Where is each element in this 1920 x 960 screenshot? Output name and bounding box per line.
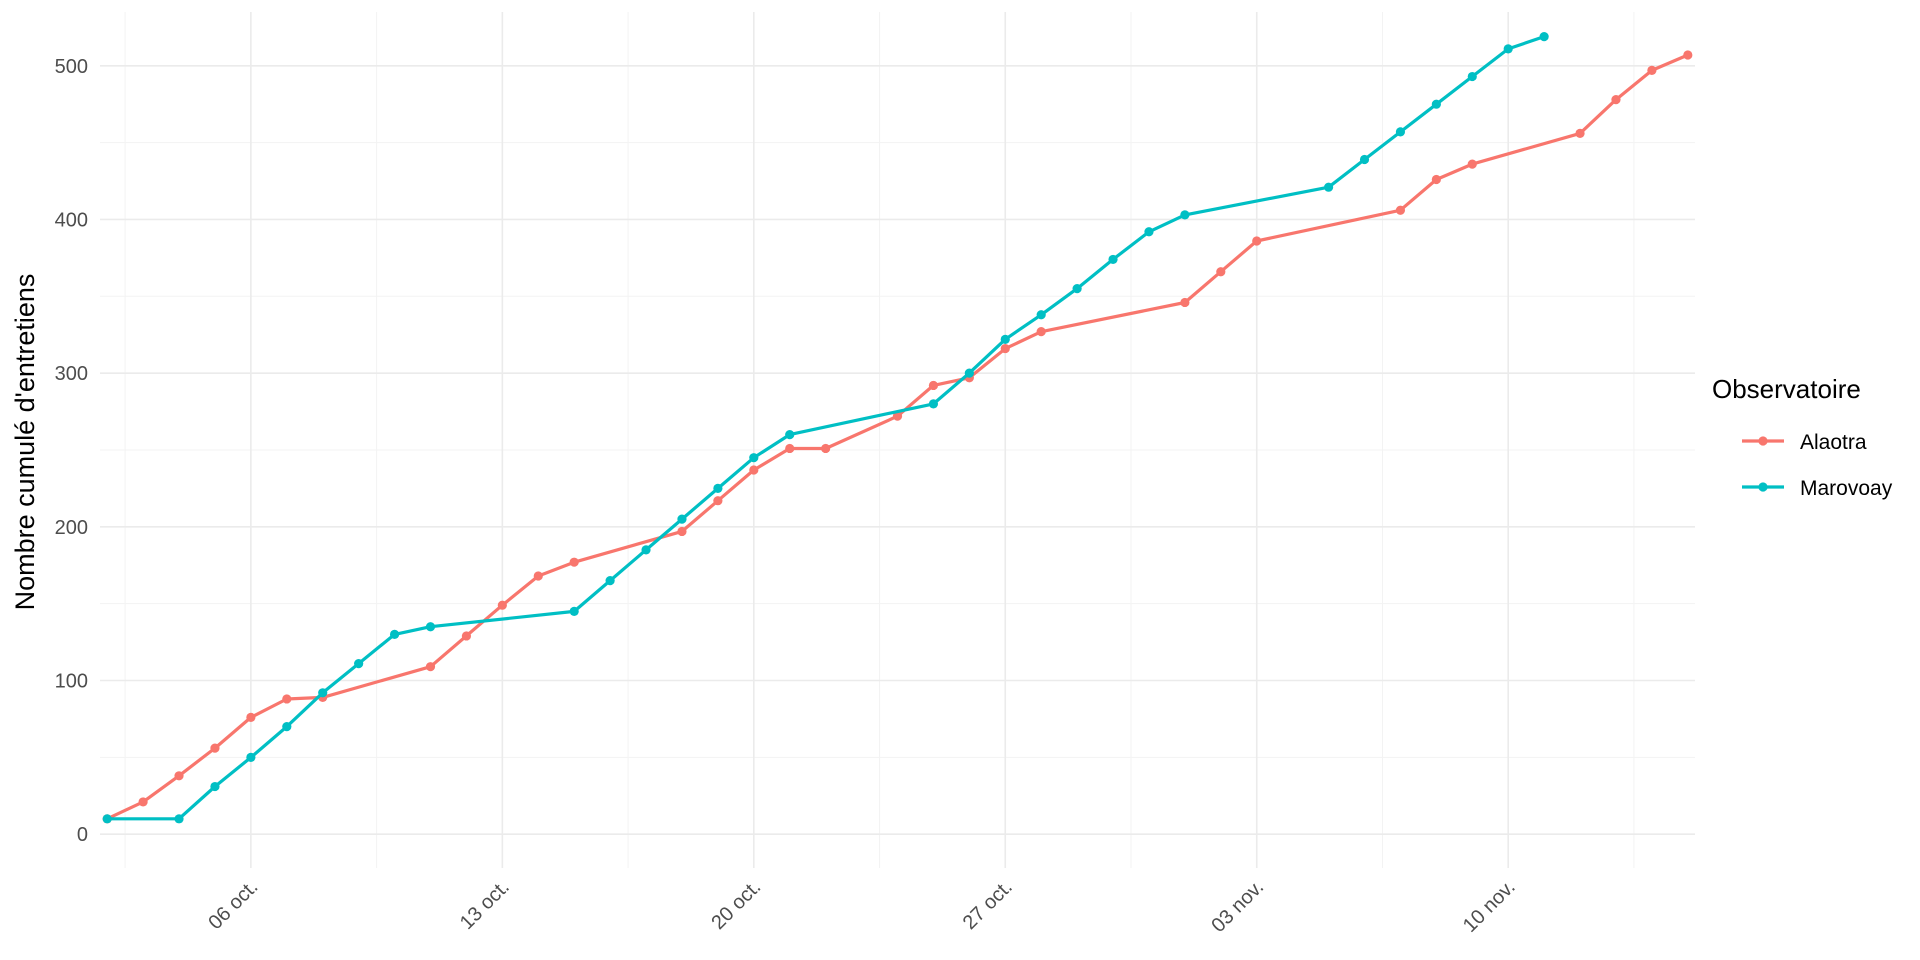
data-point-marovoay xyxy=(1072,284,1082,294)
data-point-alaotra xyxy=(821,443,831,454)
data-point-alaotra xyxy=(569,557,579,567)
y-tick-label: 200 xyxy=(55,517,88,539)
data-point-marovoay xyxy=(1036,310,1046,320)
grid-minor xyxy=(100,12,1695,868)
data-point-alaotra xyxy=(892,411,903,421)
data-point-alaotra xyxy=(1683,50,1693,60)
data-point-marovoay xyxy=(785,430,795,440)
data-point-marovoay xyxy=(389,629,400,640)
data-point-marovoay xyxy=(1359,154,1370,165)
data-point-marovoay xyxy=(964,368,974,378)
data-point-alaotra xyxy=(677,526,687,537)
data-point-marovoay xyxy=(1108,254,1118,265)
data-point-alaotra xyxy=(1467,159,1477,169)
data-point-alaotra xyxy=(1252,236,1262,246)
data-point-alaotra xyxy=(1647,65,1657,75)
data-point-marovoay xyxy=(1503,44,1513,54)
data-point-marovoay xyxy=(1323,182,1334,192)
data-point-alaotra xyxy=(1180,297,1190,308)
data-point-marovoay xyxy=(174,814,184,824)
data-point-marovoay xyxy=(1467,71,1477,82)
data-point-alaotra xyxy=(210,743,220,753)
data-point-marovoay xyxy=(1180,210,1190,220)
legend-title: Observatoire xyxy=(1712,374,1861,404)
y-tick-label: 100 xyxy=(55,671,88,693)
data-point-marovoay xyxy=(677,514,687,524)
data-point-marovoay xyxy=(605,576,615,586)
data-point-alaotra xyxy=(1575,128,1585,139)
data-point-alaotra xyxy=(713,496,723,506)
data-point-alaotra xyxy=(1036,327,1046,337)
data-point-marovoay xyxy=(569,606,579,616)
data-point-marovoay xyxy=(102,814,112,824)
series-layer xyxy=(102,31,1693,824)
legend-key-point-alaotra xyxy=(1758,436,1768,446)
data-point-marovoay xyxy=(641,545,651,555)
data-point-alaotra xyxy=(282,694,292,704)
data-point-marovoay xyxy=(246,752,256,762)
y-tick-label: 500 xyxy=(55,56,88,78)
data-point-alaotra xyxy=(138,797,148,807)
data-point-marovoay xyxy=(928,399,939,409)
data-point-marovoay xyxy=(1395,127,1406,137)
data-point-alaotra xyxy=(533,571,543,581)
data-point-marovoay xyxy=(318,688,328,698)
data-point-marovoay xyxy=(1000,334,1010,344)
y-tick-label: 0 xyxy=(77,824,88,846)
data-point-marovoay xyxy=(210,781,220,792)
data-point-alaotra xyxy=(1611,94,1621,105)
data-point-marovoay xyxy=(354,659,364,669)
y-tick-label: 400 xyxy=(55,209,88,231)
data-point-alaotra xyxy=(1000,343,1010,354)
data-point-marovoay xyxy=(1539,31,1549,42)
data-point-alaotra xyxy=(425,662,436,672)
series-line-alaotra xyxy=(105,53,1690,821)
legend-label-marovoay: Marovoay xyxy=(1800,477,1893,500)
data-point-marovoay xyxy=(1431,99,1441,109)
data-point-alaotra xyxy=(1216,267,1226,277)
data-point-alaotra xyxy=(246,712,256,722)
data-point-alaotra xyxy=(461,631,472,641)
data-point-alaotra xyxy=(749,465,759,475)
data-point-alaotra xyxy=(1395,205,1406,215)
data-point-alaotra xyxy=(785,443,795,454)
data-point-marovoay xyxy=(1144,227,1154,237)
data-point-alaotra xyxy=(497,600,507,610)
data-point-alaotra xyxy=(928,380,939,391)
legend-items: Alaotra Marovoay xyxy=(1742,431,1893,500)
y-tick-labels: 0 100 200 300 400 500 xyxy=(55,56,88,846)
y-tick-label: 300 xyxy=(55,363,88,385)
legend-key-point-marovoay xyxy=(1758,482,1768,492)
data-point-marovoay xyxy=(749,453,759,463)
legend: Observatoire Alaotra Marovoay xyxy=(1712,374,1893,500)
y-axis-title: Nombre cumulé d'entretiens xyxy=(10,274,40,611)
data-point-alaotra xyxy=(1431,174,1441,185)
legend-label-alaotra: Alaotra xyxy=(1800,431,1867,454)
data-point-marovoay xyxy=(282,722,292,732)
grid-major xyxy=(100,12,1695,868)
data-point-marovoay xyxy=(425,622,436,632)
data-point-alaotra xyxy=(174,771,184,781)
data-point-marovoay xyxy=(713,483,723,494)
